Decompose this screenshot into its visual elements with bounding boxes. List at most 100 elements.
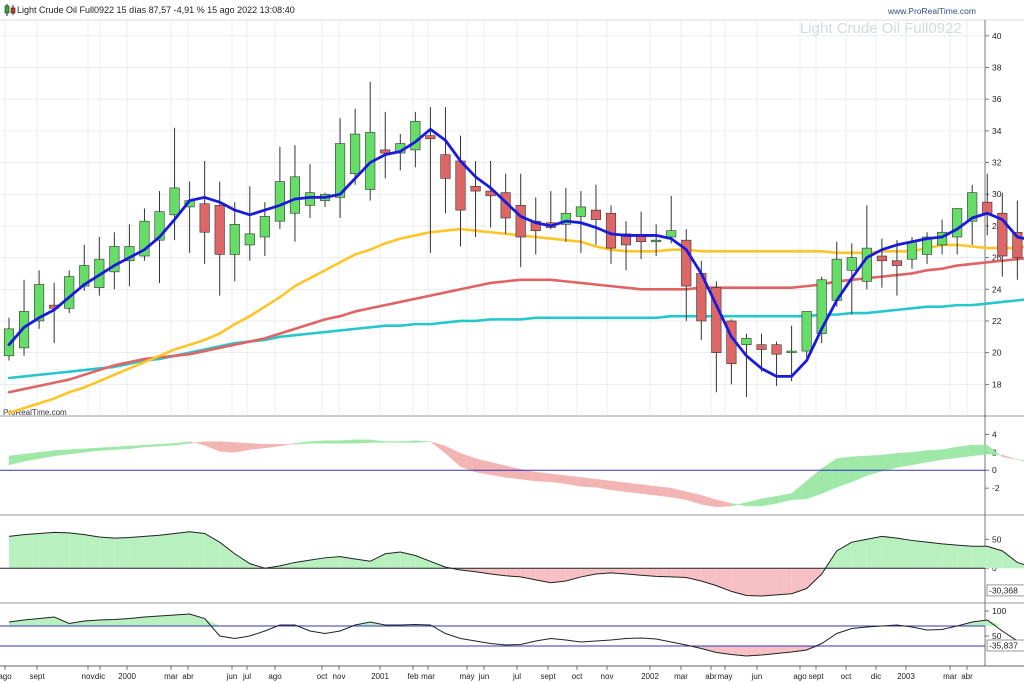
oscillator-band-segment <box>460 452 476 473</box>
oversold-fill <box>701 646 717 653</box>
y-tick-label: -2 <box>992 483 1000 493</box>
y-tick-label: 20 <box>992 348 1002 358</box>
oscillator-band-segment <box>38 450 55 459</box>
candle-body <box>425 135 436 140</box>
candle-body <box>530 220 541 231</box>
moving-average-line-fast <box>7 127 1024 378</box>
oscillator-fill-segment <box>957 545 973 569</box>
oscillator-fill-segment <box>355 558 371 569</box>
x-tick-label: ago <box>793 672 807 681</box>
overbought-fill <box>159 615 175 626</box>
overbought-fill <box>129 617 145 626</box>
oscillator-band-segment <box>595 478 612 491</box>
candle-body <box>274 181 285 222</box>
oscillator-fill-segment <box>520 568 536 580</box>
overbought-fill <box>54 617 70 626</box>
candle-body <box>335 143 346 198</box>
oscillator-fill-segment <box>731 568 747 596</box>
overbought-fill <box>204 618 220 626</box>
oscillator-band-segment <box>520 469 536 482</box>
candle-body <box>771 344 782 355</box>
oscillator-fill-segment <box>219 542 235 569</box>
site-watermark: www.ProRealTime.com <box>887 6 976 16</box>
y-tick-label: 50 <box>992 631 1002 641</box>
oscillator-band-segment <box>716 499 732 508</box>
oscillator-fill-segment <box>505 568 521 577</box>
overbought-fill <box>24 618 40 626</box>
x-tick-label: 2002 <box>641 672 659 681</box>
x-tick-label: oct <box>572 672 583 681</box>
oscillator-band-segment <box>400 440 416 443</box>
oscillator-band-segment <box>851 455 868 483</box>
candle-body <box>169 187 180 216</box>
oscillator-fill-segment <box>776 568 792 595</box>
oscillator-fill-segment <box>912 540 928 569</box>
candle-body <box>380 149 391 154</box>
y-tick-label: 32 <box>992 158 1002 168</box>
y-tick-label: 24 <box>992 284 1002 294</box>
oscillator-band-segment <box>234 442 251 453</box>
y-tick-label: 30 <box>992 189 1002 199</box>
oscillator-band-segment <box>625 482 642 494</box>
oscillator-fill-segment <box>656 568 672 577</box>
moving-average-line-4 <box>7 298 1024 380</box>
oscillator-band-segment <box>926 449 943 463</box>
oscillator-band-segment <box>159 443 175 447</box>
oscillator-band-segment <box>565 475 582 487</box>
oscillator-fill-segment <box>144 535 160 569</box>
candle-body <box>575 206 586 217</box>
oscillator-band-segment <box>309 440 326 444</box>
oversold-fill <box>746 646 762 656</box>
y-tick-label: 100 <box>992 606 1006 616</box>
oscillator-fill-segment <box>114 537 130 569</box>
overbought-fill <box>39 617 55 626</box>
oscillator-fill-segment <box>866 536 882 569</box>
oscillator-band-segment <box>866 454 883 476</box>
x-tick-label: dic <box>95 672 105 681</box>
y-tick-label: 28 <box>992 221 1002 231</box>
oscillator-band-segment <box>1002 454 1018 460</box>
candle-body <box>651 239 662 243</box>
candle-body <box>515 205 526 238</box>
oscillator-band-segment <box>249 443 266 450</box>
oscillator-band-segment <box>339 439 356 444</box>
oscillator-band-segment <box>686 491 702 505</box>
oscillator-band-segment <box>84 447 100 453</box>
oscillator-band-segment <box>655 486 672 498</box>
candle-body <box>982 201 993 214</box>
x-tick-label: oct <box>841 672 852 681</box>
oscillator-fill-segment <box>896 538 912 569</box>
oscillator-fill-segment <box>595 568 611 575</box>
oscillator-band-segment <box>8 453 25 466</box>
x-tick-label: may <box>459 672 474 681</box>
oscillator-fill-segment <box>99 536 115 569</box>
oversold-fill <box>776 646 792 654</box>
candle-body <box>952 208 963 238</box>
candle-body <box>756 344 767 350</box>
oscillator-band-segment <box>956 444 973 458</box>
oscillator-fill-segment <box>39 532 55 569</box>
oscillator-band-segment <box>1017 459 1024 462</box>
oscillator-fill-segment <box>325 556 341 569</box>
candle-body <box>350 133 361 174</box>
overbought-fill <box>189 614 205 626</box>
x-tick-label: mar <box>674 672 688 681</box>
oscillator-fill-segment <box>129 536 145 569</box>
oscillator-band-segment <box>174 441 190 446</box>
oscillator-fill-segment <box>174 531 190 569</box>
y-tick-label: 0 <box>992 465 997 475</box>
candle-body <box>34 284 45 322</box>
oscillator-fill-segment <box>310 557 326 569</box>
oscillator-band-segment <box>746 498 762 507</box>
y-tick-label: 38 <box>992 63 1002 73</box>
candle-body <box>470 186 481 192</box>
x-tick-label: oct <box>317 672 328 681</box>
oscillator-band-segment <box>324 440 341 444</box>
oscillator-fill-segment <box>1002 550 1018 569</box>
x-tick-label: nov <box>601 672 614 681</box>
candle-body <box>741 338 752 346</box>
candle-body <box>229 224 240 255</box>
oscillator-fill-segment <box>987 546 1003 569</box>
oscillator-band-segment <box>189 441 205 446</box>
